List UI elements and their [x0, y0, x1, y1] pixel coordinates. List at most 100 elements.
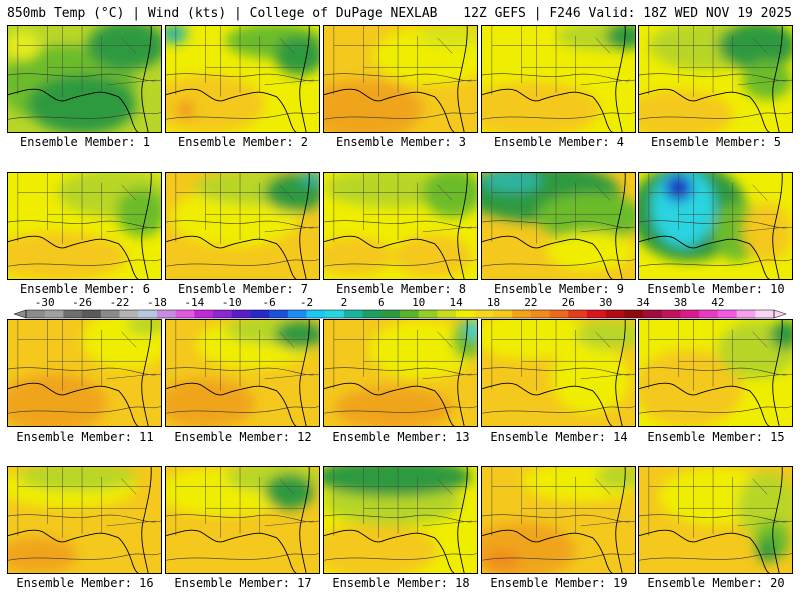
coastline [457, 467, 468, 573]
state-border [106, 79, 157, 86]
temperature-region [300, 173, 319, 186]
ensemble-member-label: Ensemble Member: 1 [19, 135, 151, 149]
ensemble-member-label: Ensemble Member: 14 [490, 430, 628, 444]
colorbar-swatch [82, 310, 102, 318]
colorbar-frame [25, 309, 775, 319]
colorbar-low-arrow [13, 309, 27, 319]
height-contour [166, 112, 319, 120]
colorbar-swatch [26, 310, 46, 318]
colorbar-tick-label: 42 [711, 296, 724, 309]
state-border [264, 373, 315, 380]
state-border [737, 520, 788, 527]
coastline [615, 26, 626, 132]
height-contour [8, 406, 161, 414]
state-border [422, 520, 473, 527]
coastline [299, 26, 310, 132]
height-contour [324, 553, 477, 561]
temperature-region [166, 26, 188, 44]
height-contour [166, 553, 319, 561]
ensemble-member-label: Ensemble Member: 11 [16, 430, 154, 444]
colorbar-swatch [325, 310, 345, 318]
temperature-map [324, 320, 477, 426]
coastline [141, 320, 152, 426]
height-contour [639, 553, 792, 561]
coastline [457, 320, 468, 426]
colorbar-swatch [605, 310, 625, 318]
temperature-region [126, 320, 161, 335]
temperature-region [8, 373, 107, 426]
coastline [615, 320, 626, 426]
temperature-region [264, 473, 315, 510]
height-contour [166, 406, 319, 414]
temperature-region [368, 320, 477, 379]
coastline [772, 173, 783, 279]
map-panel [7, 172, 162, 280]
colorbar-high-arrow [773, 309, 787, 319]
temperature-region [324, 236, 394, 277]
temperature-map [639, 320, 792, 426]
temperature-region [605, 26, 635, 50]
colorbar-swatch [269, 310, 289, 318]
temperature-region [639, 89, 733, 132]
coastline [772, 320, 783, 426]
ensemble-member-label: Ensemble Member: 16 [16, 576, 154, 590]
coastline [166, 88, 297, 132]
coastline [8, 382, 139, 426]
temperature-region [639, 349, 743, 426]
temperature-colorbar: -30 -26 -22 -18 -14 -10 -6 -2 2 6 10 14 18 22 26 30 34 38… [8, 296, 792, 322]
coastline [639, 88, 770, 132]
coastline [299, 467, 310, 573]
temperature-region [482, 173, 542, 193]
coastline [457, 26, 468, 132]
coastline [457, 173, 468, 279]
coastline [166, 382, 297, 426]
coastline [324, 235, 455, 279]
height-contour [8, 112, 161, 120]
height-contour [482, 259, 635, 267]
map-panel [7, 25, 162, 133]
height-contour [324, 73, 477, 82]
colorbar-tick-label: 22 [524, 296, 537, 309]
map-panel [481, 466, 636, 574]
state-border [737, 226, 788, 233]
temperature-region [717, 26, 792, 71]
colorbar-swatch [362, 310, 382, 318]
coastline [8, 529, 139, 573]
temperature-region [483, 550, 520, 571]
temperature-map [482, 26, 635, 132]
colorbar-swatch [549, 310, 569, 318]
colorbar-swatch [418, 310, 438, 318]
colorbar-swatch [512, 310, 532, 318]
chart-title: 850mb Temp (°C) | Wind (kts) | College o… [7, 6, 438, 21]
coastline [482, 382, 613, 426]
map-panel [638, 466, 793, 574]
map-panel [638, 172, 793, 280]
map-panel [7, 319, 162, 427]
colorbar-swatch [493, 310, 513, 318]
ensemble-member-label: Ensemble Member: 17 [174, 576, 312, 590]
temperature-map [166, 467, 319, 573]
state-border [422, 226, 473, 233]
coastline [482, 235, 613, 279]
colorbar-swatch [530, 310, 551, 318]
temperature-region [536, 192, 635, 242]
map-panel [165, 25, 320, 133]
temperature-region [742, 60, 792, 100]
temperature-region [177, 101, 194, 118]
colorbar-swatch [587, 310, 607, 318]
colorbar-tick-label: 38 [674, 296, 687, 309]
height-contour [166, 220, 319, 229]
colorbar-swatch [213, 310, 233, 318]
temperature-map [8, 467, 161, 573]
colorbar-swatch [119, 310, 139, 318]
ensemble-member-label: Ensemble Member: 18 [332, 576, 470, 590]
coastline [166, 235, 297, 279]
colorbar-tick-label: -18 [147, 296, 167, 309]
temperature-region [324, 522, 438, 573]
colorbar-tick-label: -22 [110, 296, 130, 309]
map-panel [323, 466, 478, 574]
height-contour [324, 259, 477, 267]
colorbar-tick-label: -14 [184, 296, 204, 309]
coastline [141, 467, 152, 573]
temperature-region [546, 231, 635, 272]
